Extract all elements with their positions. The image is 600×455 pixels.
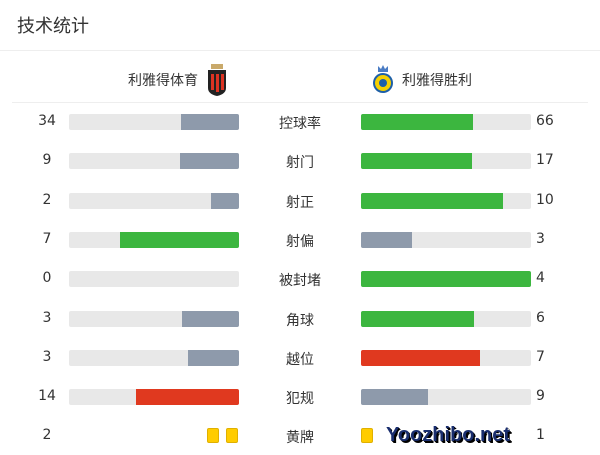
- home-value: 0: [42, 270, 52, 287]
- away-yellow-card-icon: [361, 428, 373, 444]
- home-value: 14: [38, 388, 56, 405]
- stat-label: 犯规: [286, 391, 314, 408]
- stat-label: 射正: [286, 194, 314, 211]
- away-bar-fill: [361, 114, 474, 130]
- away-bar-fill: [361, 192, 503, 209]
- stat-row: 2 黄牌 1: [0, 427, 600, 447]
- away-value: 17: [536, 152, 554, 169]
- home-value: 2: [42, 191, 52, 208]
- away-bar-fill: [361, 389, 428, 406]
- home-bar-track: [69, 310, 239, 327]
- home-value: 3: [42, 348, 52, 365]
- away-bar-track: [361, 231, 531, 248]
- away-value: 10: [536, 191, 554, 208]
- home-team-name: 利雅得体育: [128, 73, 198, 89]
- home-bar-track: [69, 192, 239, 209]
- away-value: 7: [536, 348, 545, 365]
- home-bar-track: [69, 231, 239, 248]
- away-bar-track: [361, 271, 531, 288]
- home-yellow-card-icon: [226, 428, 238, 444]
- page-title: 技术统计: [17, 16, 89, 37]
- home-yellow-card-icon: [207, 428, 219, 444]
- home-bar-track: [69, 389, 239, 406]
- home-bar-fill: [180, 153, 239, 170]
- away-bar-track: [361, 349, 531, 366]
- home-bar-fill: [135, 389, 239, 406]
- home-value: 2: [42, 427, 52, 444]
- home-bar-fill: [210, 192, 239, 209]
- stat-row: 9 射门 17: [0, 152, 600, 172]
- home-value: 7: [42, 230, 52, 247]
- away-bar-track: [361, 310, 531, 327]
- home-value: 34: [38, 113, 56, 129]
- home-bar-fill: [182, 310, 239, 327]
- home-bar-fill: [181, 114, 239, 130]
- divider: [12, 102, 588, 103]
- away-team: 利雅得胜利: [372, 64, 472, 96]
- away-value: 1: [536, 427, 545, 444]
- away-value: 6: [536, 309, 545, 326]
- stat-label: 被封堵: [279, 273, 321, 290]
- away-value: 4: [536, 270, 545, 287]
- stat-label: 射偏: [286, 233, 314, 250]
- away-bar-track: [361, 389, 531, 406]
- stat-label: 越位: [286, 351, 314, 368]
- stat-row: 2 射正 10: [0, 191, 600, 211]
- stat-label: 控球率: [279, 116, 321, 132]
- home-bar-track: [69, 271, 239, 288]
- divider: [0, 50, 600, 51]
- stat-row: 14 犯规 9: [0, 388, 600, 408]
- home-team-logo-icon: [208, 64, 226, 96]
- away-bar-fill: [361, 310, 475, 327]
- stat-row: 3 越位 7: [0, 348, 600, 368]
- watermark: Yoozhibo.net: [386, 424, 511, 446]
- away-bar-track: [361, 192, 531, 209]
- away-team-name: 利雅得胜利: [402, 73, 472, 89]
- stat-row: 34 控球率 66: [0, 113, 600, 132]
- home-bar-fill: [188, 349, 239, 366]
- away-bar-fill: [361, 231, 412, 248]
- away-team-logo-icon: [373, 65, 393, 93]
- stat-label: 射门: [286, 155, 314, 172]
- stat-row: 7 射偏 3: [0, 230, 600, 250]
- home-bar-fill: [120, 231, 239, 248]
- home-bar-track: [69, 349, 239, 366]
- home-bar-track: [69, 153, 239, 170]
- away-value: 3: [536, 230, 545, 247]
- home-team: 利雅得体育: [128, 64, 228, 96]
- stat-label: 角球: [286, 312, 314, 329]
- home-bar-track: [69, 114, 239, 130]
- away-bar-track: [361, 114, 531, 130]
- stat-row: 3 角球 6: [0, 309, 600, 329]
- away-value: 66: [536, 113, 554, 129]
- away-bar-fill: [361, 271, 531, 288]
- away-bar-fill: [361, 349, 480, 366]
- home-value: 3: [42, 309, 52, 326]
- away-bar-fill: [361, 153, 473, 170]
- away-bar-track: [361, 153, 531, 170]
- away-value: 9: [536, 388, 545, 405]
- stat-row: 0 被封堵 4: [0, 270, 600, 290]
- stat-label: 黄牌: [286, 430, 314, 447]
- home-value: 9: [42, 152, 52, 169]
